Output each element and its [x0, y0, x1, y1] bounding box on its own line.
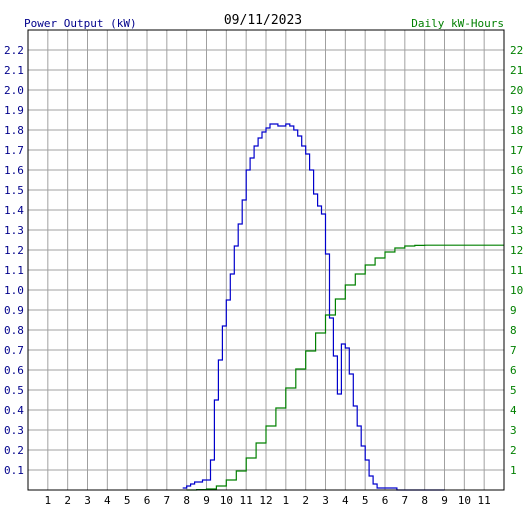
right-tick-label: 20	[510, 84, 523, 97]
right-tick-label: 4	[510, 404, 517, 417]
left-tick-label: 0.9	[4, 304, 24, 317]
x-tick-label: 2	[64, 494, 71, 507]
left-tick-label: 0.1	[4, 464, 24, 477]
x-tick-label: 2	[302, 494, 309, 507]
x-tick-label: 10	[220, 494, 233, 507]
x-tick-label: 4	[342, 494, 349, 507]
left-tick-label: 2.1	[4, 64, 24, 77]
grid	[28, 30, 504, 490]
left-tick-label: 0.5	[4, 384, 24, 397]
x-tick-label: 3	[322, 494, 329, 507]
right-tick-label: 22	[510, 44, 523, 57]
right-tick-label: 19	[510, 104, 523, 117]
left-tick-label: 2.0	[4, 84, 24, 97]
left-tick-label: 0.8	[4, 324, 24, 337]
left-tick-label: 1.2	[4, 244, 24, 257]
x-tick-label: 8	[183, 494, 190, 507]
series-lines	[182, 123, 504, 491]
left-tick-label: 1.7	[4, 144, 24, 157]
x-tick-label: 8	[421, 494, 428, 507]
plot-frame	[27, 29, 505, 491]
right-tick-label: 8	[510, 324, 517, 337]
left-tick-label: 1.5	[4, 184, 24, 197]
right-tick-label: 13	[510, 224, 523, 237]
x-tick-label: 5	[124, 494, 131, 507]
left-tick-label: 0.2	[4, 444, 24, 457]
x-tick-label: 3	[84, 494, 91, 507]
right-tick-label: 5	[510, 384, 517, 397]
x-tick-label: 9	[441, 494, 448, 507]
left-tick-label: 1.4	[4, 204, 24, 217]
right-tick-label: 1	[510, 464, 517, 477]
left-tick-label: 2.2	[4, 44, 24, 57]
chart-title: 09/11/2023	[224, 13, 302, 28]
right-tick-label: 12	[510, 244, 523, 257]
left-tick-label: 1.0	[4, 284, 24, 297]
x-tick-label: 1	[283, 494, 290, 507]
right-tick-label: 3	[510, 424, 517, 437]
left-tick-label: 1.8	[4, 124, 24, 137]
x-tick-label: 11	[240, 494, 253, 507]
x-tick-label: 6	[382, 494, 389, 507]
right-tick-label: 16	[510, 164, 523, 177]
left-axis-label: Power Output (kW)	[24, 17, 137, 30]
right-tick-label: 17	[510, 144, 523, 157]
x-tick-label: 4	[104, 494, 111, 507]
left-tick-label: 1.1	[4, 264, 24, 277]
x-tick-label: 1	[45, 494, 52, 507]
right-tick-label: 15	[510, 184, 523, 197]
right-axis-label: Daily kW-Hours	[411, 17, 504, 30]
left-axis-ticks: 0.1 0.2 0.3 0.4 0.5 0.6 0.7 0.8 0.9 1.0 1.1 1.2 1.3 1…	[4, 44, 24, 477]
right-tick-label: 10	[510, 284, 523, 297]
x-tick-label: 9	[203, 494, 210, 507]
x-tick-label: 10	[458, 494, 471, 507]
right-tick-label: 2	[510, 444, 517, 457]
right-tick-label: 9	[510, 304, 517, 317]
left-tick-label: 1.3	[4, 224, 24, 237]
x-tick-label: 11	[478, 494, 491, 507]
x-axis-ticks: 1 2 3 4 5 6 7 8 9 10 11 12 1 2 3 4 5 6 7 8 9 10 11	[45, 494, 491, 507]
left-tick-label: 0.7	[4, 344, 24, 357]
right-tick-label: 14	[510, 204, 524, 217]
x-tick-label: 6	[144, 494, 151, 507]
x-tick-label: 7	[164, 494, 171, 507]
left-tick-label: 1.9	[4, 104, 24, 117]
right-tick-label: 11	[510, 264, 523, 277]
right-tick-label: 21	[510, 64, 523, 77]
x-tick-label: 7	[402, 494, 409, 507]
left-tick-label: 1.6	[4, 164, 24, 177]
left-tick-label: 0.3	[4, 424, 24, 437]
left-tick-label: 0.4	[4, 404, 24, 417]
right-tick-label: 6	[510, 364, 517, 377]
right-tick-label: 7	[510, 344, 517, 357]
left-tick-label: 0.6	[4, 364, 24, 377]
x-tick-label: 12	[259, 494, 272, 507]
daily-kwh-line	[186, 244, 504, 491]
power-output-line	[182, 123, 445, 491]
right-tick-label: 18	[510, 124, 523, 137]
x-tick-label: 5	[362, 494, 369, 507]
